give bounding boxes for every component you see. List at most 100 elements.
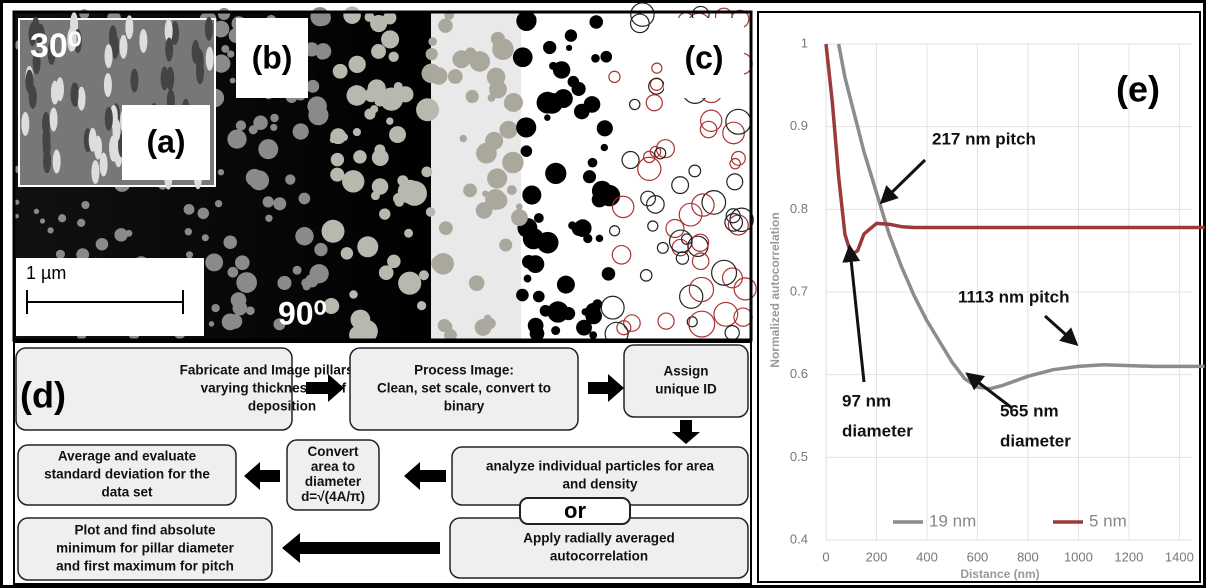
particle	[231, 292, 247, 308]
panel-label: (a)	[146, 123, 185, 159]
x-tick-label: 600	[967, 549, 989, 564]
particle	[421, 167, 432, 178]
particle	[333, 64, 348, 79]
particle	[223, 235, 237, 249]
particle	[185, 228, 192, 235]
annotation: 1113 nm pitch	[958, 287, 1070, 306]
flow-text: Convert	[307, 444, 359, 459]
y-axis-label: Normalized autocorrelation	[768, 212, 782, 367]
panel-label: (c)	[684, 39, 723, 75]
particle	[516, 117, 536, 137]
particle	[184, 204, 195, 215]
pillar	[206, 47, 214, 71]
particle	[314, 243, 327, 256]
particle	[499, 239, 512, 252]
particle	[572, 82, 586, 96]
y-tick-label: 0.9	[790, 118, 808, 133]
pillar	[50, 108, 58, 132]
y-tick-label: 1	[801, 35, 808, 50]
particle	[460, 135, 467, 142]
pillar	[43, 149, 51, 173]
pillar	[89, 128, 97, 152]
particle	[431, 255, 447, 271]
x-tick-label: 0	[822, 549, 829, 564]
particle	[438, 319, 451, 332]
particle	[466, 90, 479, 103]
tilt-label: 30⁰	[30, 27, 81, 65]
particle	[524, 275, 532, 283]
particle	[511, 209, 528, 226]
flow-text: and first maximum for pitch	[56, 559, 234, 574]
page: {"panel_labels": {"a": "(a)", "b": "(b)"…	[0, 0, 1206, 588]
y-tick-label: 0.4	[790, 531, 808, 546]
particle	[557, 276, 575, 294]
particle	[551, 326, 560, 335]
particle	[343, 6, 361, 24]
pillar	[161, 66, 169, 90]
particle	[592, 181, 612, 201]
panel-label: (b)	[252, 39, 293, 75]
pillar	[91, 160, 99, 184]
particle	[236, 120, 246, 130]
flow-text: binary	[444, 399, 485, 414]
pillar	[105, 107, 113, 131]
particle	[522, 255, 536, 269]
particle	[374, 96, 384, 106]
connector-text: or	[564, 498, 586, 523]
particle	[221, 45, 229, 53]
x-tick-label: 1400	[1165, 549, 1194, 564]
particle	[330, 136, 337, 143]
flow-text: area to	[311, 459, 355, 474]
flow-text: Process Image:	[414, 363, 514, 378]
particle	[293, 123, 309, 139]
particle	[513, 47, 533, 67]
particle	[305, 274, 318, 287]
particle	[417, 301, 426, 310]
flow-text: data set	[101, 485, 153, 500]
particle	[492, 38, 514, 60]
particle	[218, 169, 224, 175]
particle	[419, 270, 429, 280]
pillar	[109, 135, 117, 159]
particle	[487, 168, 507, 188]
particle	[589, 331, 597, 339]
particle	[246, 306, 255, 315]
particle	[416, 98, 439, 121]
particle	[228, 267, 239, 278]
particle	[322, 220, 345, 243]
particle	[487, 68, 506, 87]
x-tick-label: 1000	[1064, 549, 1093, 564]
particle	[576, 320, 592, 336]
flow-text: minimum for pillar diameter	[56, 541, 235, 556]
particle	[438, 18, 452, 32]
particle	[114, 228, 127, 241]
legend-label: 19 nm	[929, 511, 976, 530]
flow-text: Average and evaluate	[58, 449, 197, 464]
particle	[353, 150, 366, 163]
particle	[601, 144, 608, 151]
pillar	[104, 73, 112, 97]
particle	[596, 235, 604, 243]
particle	[387, 34, 396, 43]
pillar	[51, 81, 59, 105]
particle	[270, 124, 277, 131]
particle	[263, 196, 274, 207]
particle	[428, 37, 437, 46]
particle	[388, 52, 398, 62]
particle	[554, 89, 573, 108]
x-tick-label: 800	[1017, 549, 1039, 564]
body: 30⁰ (a) (b) (c) 1 µm 90⁰ Fabricate and I…	[0, 0, 1206, 588]
particle	[403, 281, 415, 293]
particle	[340, 133, 348, 141]
particle	[521, 145, 533, 157]
particle	[227, 130, 246, 149]
particle	[402, 181, 427, 206]
particle	[308, 105, 328, 125]
particle	[395, 197, 404, 206]
particle	[249, 170, 269, 190]
flow-text: Assign	[663, 364, 708, 379]
particle	[218, 8, 230, 20]
particle	[452, 50, 470, 68]
particle	[379, 265, 394, 280]
particle	[349, 290, 358, 299]
